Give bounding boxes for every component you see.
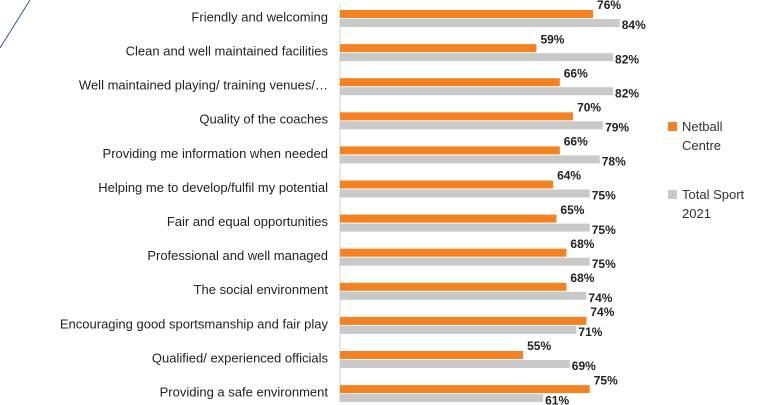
value-label: 68% bbox=[570, 271, 594, 285]
bar bbox=[340, 351, 524, 359]
bar bbox=[340, 385, 590, 394]
bar bbox=[340, 282, 567, 291]
value-label: 75% bbox=[592, 189, 616, 203]
bar bbox=[340, 394, 544, 403]
bar bbox=[340, 78, 560, 87]
value-label: 79% bbox=[605, 120, 629, 134]
bar bbox=[340, 189, 590, 198]
bar bbox=[340, 325, 577, 334]
value-label: 61% bbox=[545, 393, 569, 405]
value-label: 68% bbox=[570, 237, 594, 251]
bar bbox=[340, 180, 554, 189]
bar bbox=[340, 112, 574, 121]
value-label: 75% bbox=[592, 257, 616, 271]
value-label: 59% bbox=[540, 32, 564, 46]
legend-label: Total Sport 2021 bbox=[682, 187, 745, 221]
value-label: 82% bbox=[615, 86, 639, 100]
bar bbox=[340, 257, 590, 266]
value-label: 75% bbox=[594, 373, 618, 387]
category-label: Professional and well managed bbox=[147, 248, 328, 263]
value-label: 66% bbox=[564, 66, 588, 80]
value-label: 69% bbox=[572, 359, 596, 373]
category-label: Well maintained playing/ training venues… bbox=[79, 78, 328, 93]
bar bbox=[340, 53, 614, 62]
value-label: 84% bbox=[622, 18, 646, 32]
value-label: 71% bbox=[578, 325, 602, 339]
legend-label: Netball Centre bbox=[682, 119, 723, 153]
bar bbox=[340, 316, 587, 325]
category-label: Friendly and welcoming bbox=[191, 9, 328, 24]
bar bbox=[340, 19, 620, 27]
category-label: Fair and equal opportunities bbox=[167, 214, 329, 229]
category-label: Providing me information when needed bbox=[103, 146, 328, 161]
category-label: Encouraging good sportsmanship and fair … bbox=[60, 316, 329, 331]
category-label: Providing a safe environment bbox=[160, 385, 329, 400]
value-label: 66% bbox=[564, 135, 588, 149]
value-label: 78% bbox=[602, 155, 626, 169]
category-label: Qualified/ experienced officials bbox=[152, 350, 329, 365]
category-label: Helping me to develop/fulfil my potentia… bbox=[98, 180, 328, 195]
decor-line bbox=[0, 0, 31, 49]
bar bbox=[340, 121, 604, 130]
bar bbox=[340, 146, 560, 155]
value-label: 65% bbox=[560, 203, 584, 217]
bar bbox=[340, 223, 590, 232]
bar bbox=[340, 155, 600, 164]
value-label: 74% bbox=[588, 291, 612, 305]
legend-swatch bbox=[668, 122, 677, 131]
bar bbox=[340, 87, 614, 96]
value-label: 75% bbox=[592, 223, 616, 237]
bar bbox=[340, 291, 587, 300]
value-label: 55% bbox=[527, 339, 551, 353]
value-label: 82% bbox=[615, 52, 639, 66]
bar bbox=[340, 360, 570, 368]
category-label: The social environment bbox=[194, 282, 329, 297]
value-label: 64% bbox=[557, 169, 581, 183]
value-label: 76% bbox=[597, 0, 621, 12]
bar bbox=[340, 214, 557, 223]
category-label: Clean and well maintained facilities bbox=[126, 44, 329, 59]
bar bbox=[340, 44, 537, 53]
legend-swatch bbox=[668, 190, 677, 199]
bar bbox=[340, 10, 594, 18]
category-label: Quality of the coaches bbox=[199, 112, 328, 127]
bar bbox=[340, 248, 567, 257]
value-label: 70% bbox=[577, 100, 601, 114]
value-label: 74% bbox=[590, 305, 614, 319]
